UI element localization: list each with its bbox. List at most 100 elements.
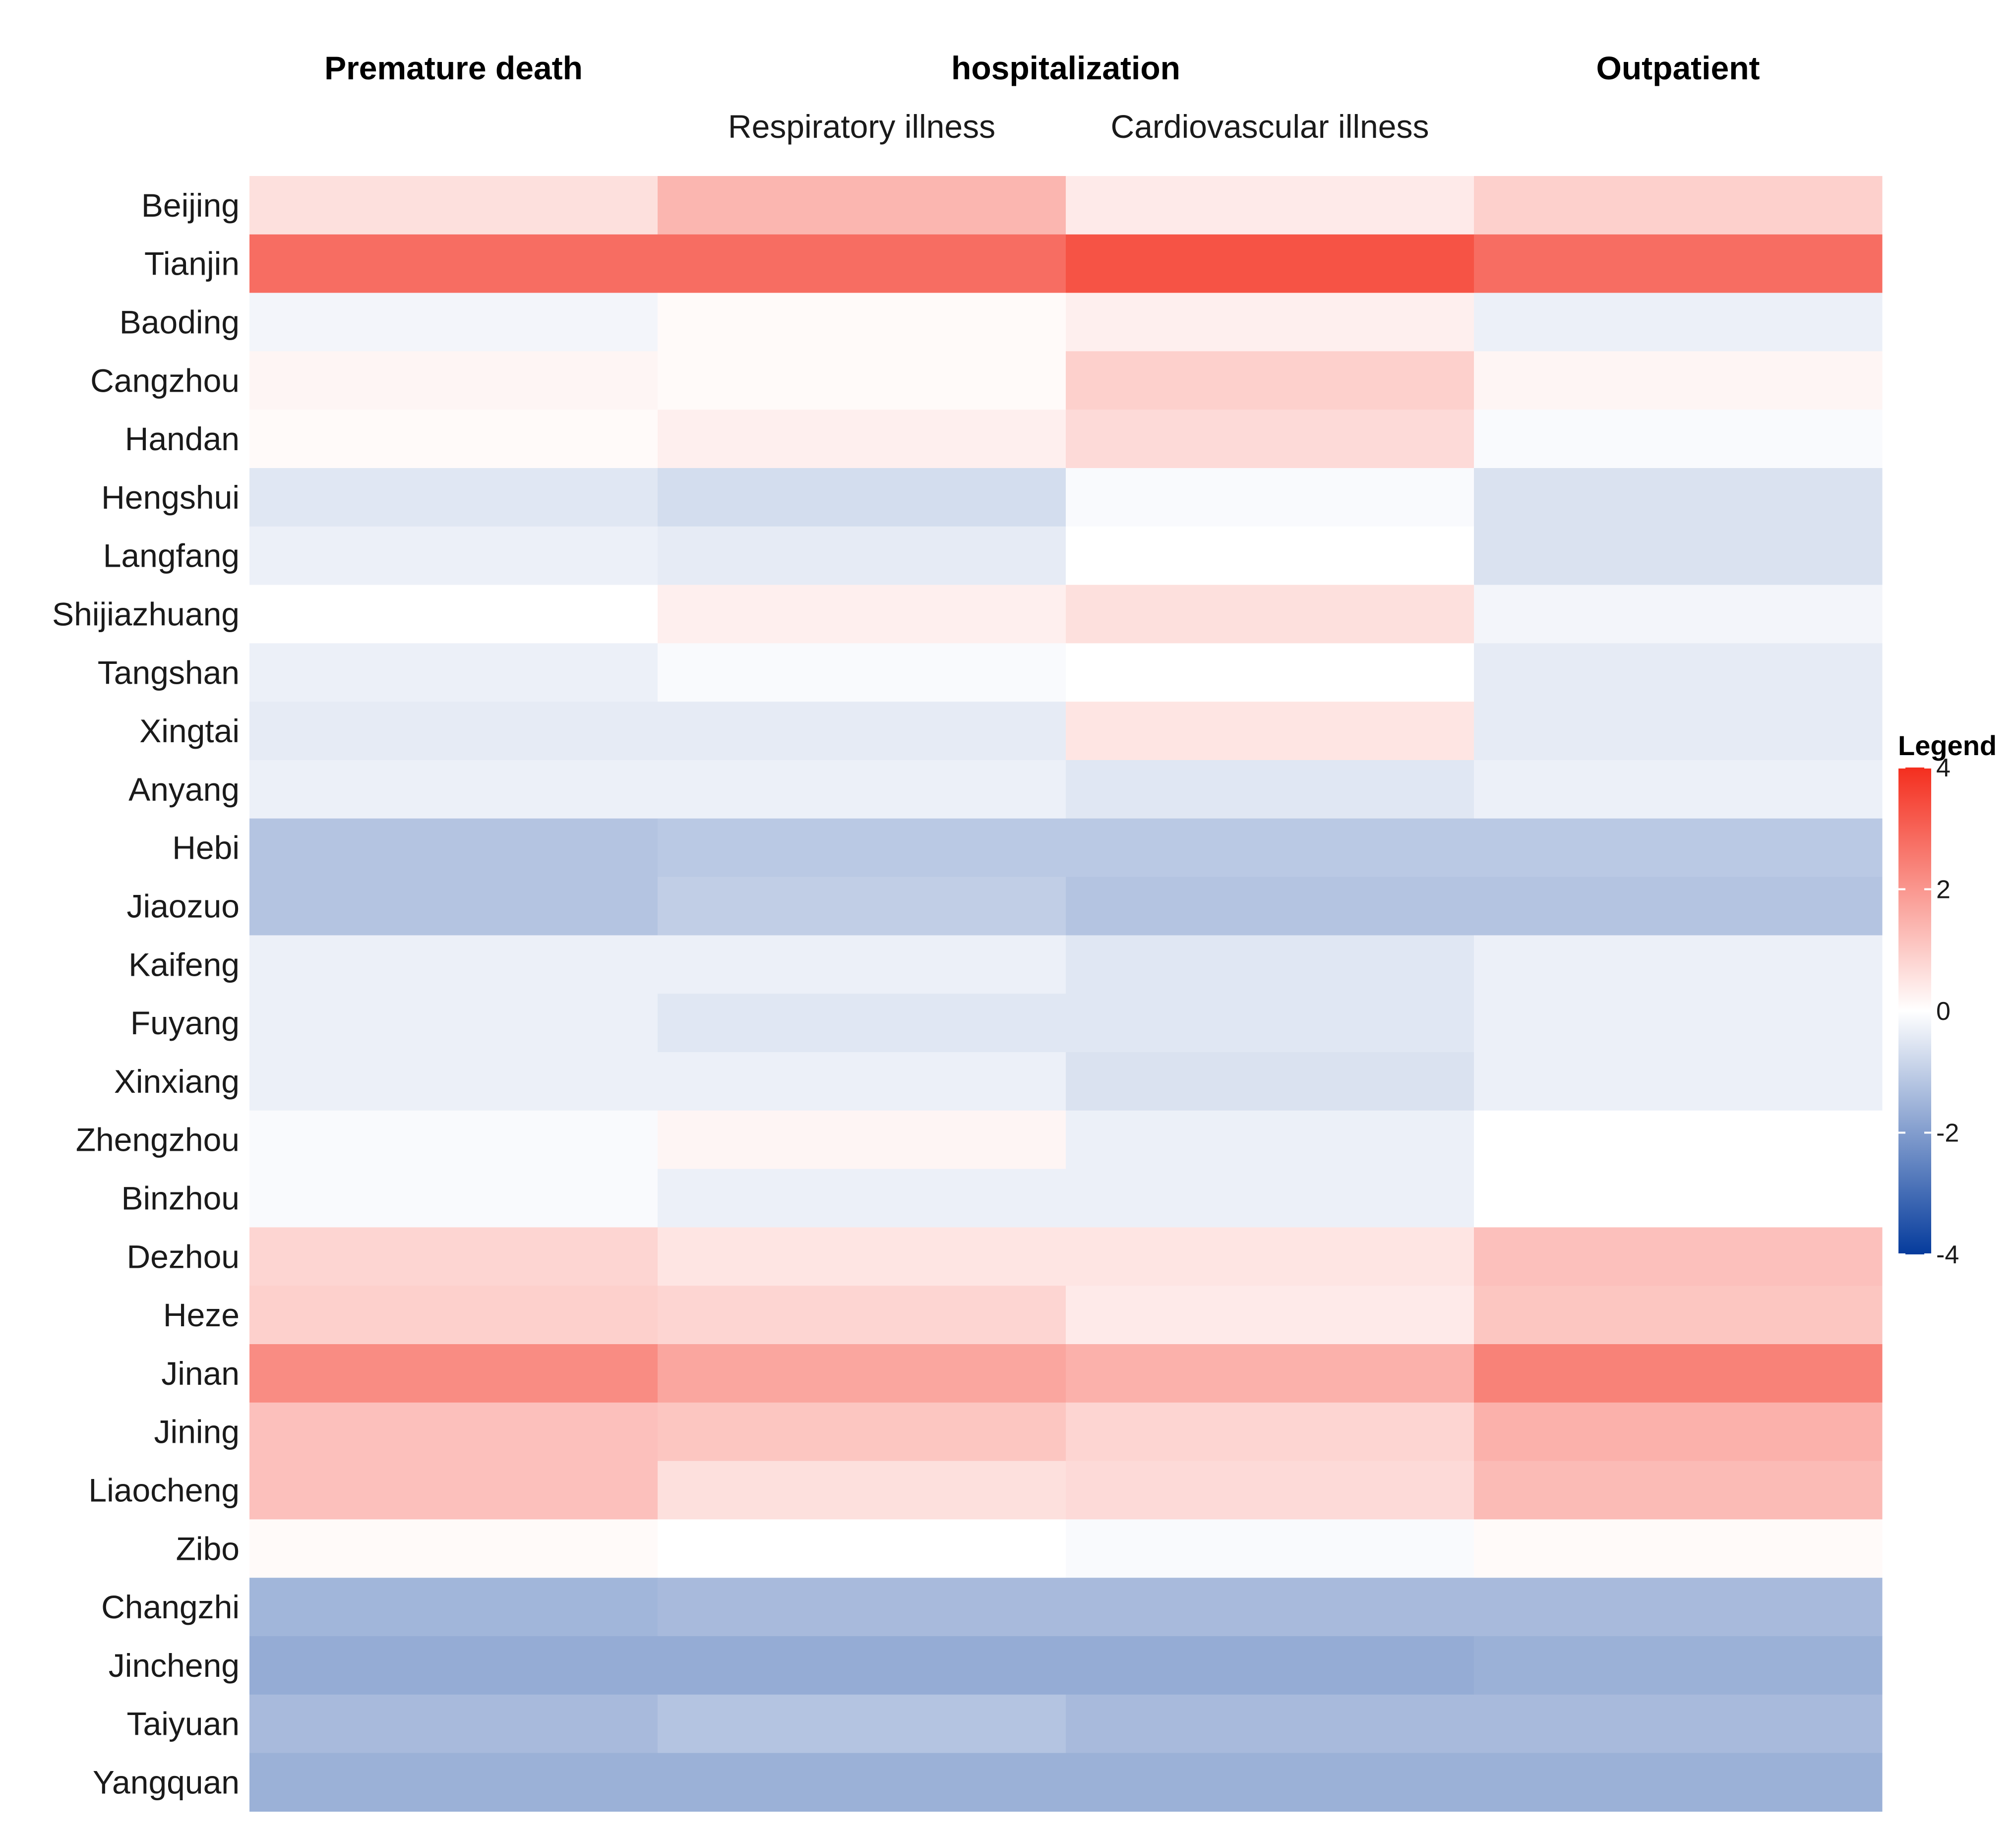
heatmap-cell-handan-1 (658, 410, 1066, 469)
row-label-hebi: Hebi (172, 829, 240, 866)
heatmap-cell-anyang-1 (658, 760, 1066, 819)
row-label-beijing: Beijing (141, 187, 240, 224)
heatmap-cell-liaocheng-2 (1066, 1461, 1474, 1520)
heatmap-cell-jincheng-3 (1474, 1636, 1883, 1695)
row-label-dezhou: Dezhou (127, 1238, 240, 1275)
heatmap-cell-heze-2 (1066, 1286, 1474, 1345)
heatmap-cell-shijiazhuang-2 (1066, 585, 1474, 644)
heatmap-cell-xinxiang-3 (1474, 1052, 1883, 1111)
heatmap-cell-kaifeng-2 (1066, 935, 1474, 994)
heatmap-cell-zhengzhou-3 (1474, 1110, 1883, 1170)
heatmap-cell-tianjin-3 (1474, 234, 1883, 294)
row-label-zhengzhou: Zhengzhou (76, 1122, 240, 1158)
heatmap-cell-taiyuan-3 (1474, 1694, 1883, 1754)
row-label-kaifeng: Kaifeng (128, 946, 240, 983)
heatmap-cell-handan-3 (1474, 410, 1883, 469)
heatmap-cell-jinan-3 (1474, 1344, 1883, 1403)
legend-tick-label-1: 2 (1936, 876, 1951, 904)
heatmap-cell-fuyang-0 (249, 994, 658, 1053)
column-group-title-0: Premature death (324, 50, 583, 86)
column-subheader-1: Respiratory illness (728, 108, 995, 145)
heatmap-cell-dezhou-2 (1066, 1227, 1474, 1286)
heatmap-cell-zhengzhou-0 (249, 1110, 658, 1170)
row-label-baoding: Baoding (120, 304, 240, 341)
heatmap-cell-beijing-2 (1066, 176, 1474, 235)
heatmap-cell-tianjin-2 (1066, 234, 1474, 294)
heatmap-cell-kaifeng-0 (249, 935, 658, 994)
heatmap-cell-jiaozuo-0 (249, 877, 658, 936)
heatmap-cell-cangzhou-2 (1066, 351, 1474, 410)
row-label-cangzhou: Cangzhou (90, 362, 240, 399)
heatmap-cell-yangquan-3 (1474, 1753, 1883, 1812)
row-label-langfang: Langfang (103, 537, 240, 574)
heatmap-cell-xingtai-0 (249, 702, 658, 761)
legend-tick-label-2: 0 (1936, 997, 1951, 1026)
heatmap-cell-zibo-0 (249, 1519, 658, 1578)
heatmap-cell-jinan-2 (1066, 1344, 1474, 1403)
heatmap-cell-dezhou-0 (249, 1227, 658, 1286)
heatmap-cell-zibo-1 (658, 1519, 1066, 1578)
heatmap-cell-cangzhou-0 (249, 351, 658, 410)
heatmap-cell-heze-0 (249, 1286, 658, 1345)
heatmap-cell-shijiazhuang-1 (658, 585, 1066, 644)
column-subheader-2: Cardiovascular illness (1111, 108, 1429, 145)
heatmap-cell-fuyang-2 (1066, 994, 1474, 1053)
row-label-jining: Jining (154, 1414, 240, 1450)
heatmap-cell-langfang-0 (249, 526, 658, 586)
heatmap-cell-zhengzhou-1 (658, 1110, 1066, 1170)
heatmap-cell-hebi-3 (1474, 818, 1883, 878)
heatmap-cell-kaifeng-1 (658, 935, 1066, 994)
heatmap-cell-jining-0 (249, 1402, 658, 1462)
heatmap-cell-tangshan-1 (658, 643, 1066, 702)
heatmap-cell-taiyuan-0 (249, 1694, 658, 1754)
heatmap-cell-xingtai-2 (1066, 702, 1474, 761)
heatmap-cell-changzhi-1 (658, 1578, 1066, 1637)
heatmap-cell-liaocheng-3 (1474, 1461, 1883, 1520)
heatmap-cell-xinxiang-0 (249, 1052, 658, 1111)
heatmap-cell-jincheng-1 (658, 1636, 1066, 1695)
row-label-tianjin: Tianjin (144, 245, 240, 282)
heatmap-cell-shijiazhuang-0 (249, 585, 658, 644)
row-labels: Beijing Tianjin Baoding Cangzhou Handan Hengs… (52, 187, 240, 1801)
heatmap-cell-dezhou-3 (1474, 1227, 1883, 1286)
heatmap-cell-yangquan-1 (658, 1753, 1066, 1812)
heatmap-cell-jinan-1 (658, 1344, 1066, 1403)
row-label-tangshan: Tangshan (98, 654, 240, 691)
heatmap-cell-fuyang-3 (1474, 994, 1883, 1053)
heatmap-cell-tangshan-3 (1474, 643, 1883, 702)
heatmap-cell-hebi-2 (1066, 818, 1474, 878)
heatmap-cell-binzhou-0 (249, 1169, 658, 1228)
heatmap-cell-langfang-3 (1474, 526, 1883, 586)
row-label-jinan: Jinan (161, 1355, 240, 1392)
heatmap-cell-handan-0 (249, 410, 658, 469)
heatmap-cell-hebi-1 (658, 818, 1066, 878)
heatmap-cell-taiyuan-2 (1066, 1694, 1474, 1754)
heatmap-cell-baoding-0 (249, 293, 658, 352)
heatmap-cell-tianjin-0 (249, 234, 658, 294)
heatmap-cell-jiaozuo-3 (1474, 877, 1883, 936)
heatmap-cell-baoding-1 (658, 293, 1066, 352)
heatmap-cell-fuyang-1 (658, 994, 1066, 1053)
heatmap-cell-hengshui-0 (249, 468, 658, 527)
heatmap-cell-beijing-3 (1474, 176, 1883, 235)
heatmap-cell-jining-1 (658, 1402, 1066, 1462)
row-label-jincheng: Jincheng (109, 1647, 240, 1684)
heatmap-cell-zibo-3 (1474, 1519, 1883, 1578)
heatmap-cell-tianjin-1 (658, 234, 1066, 294)
heatmap-cell-heze-3 (1474, 1286, 1883, 1345)
column-group-title-1: hospitalization (951, 50, 1180, 86)
heatmap-cell-jiaozuo-1 (658, 877, 1066, 936)
heatmap-cell-binzhou-1 (658, 1169, 1066, 1228)
heatmap-cell-cangzhou-1 (658, 351, 1066, 410)
row-label-zibo: Zibo (176, 1530, 240, 1567)
row-label-handan: Handan (125, 420, 240, 457)
heatmap-cell-anyang-2 (1066, 760, 1474, 819)
heatmap-cell-liaocheng-0 (249, 1461, 658, 1520)
column-headers: Premature death hospitalization Outpatient… (324, 50, 1760, 145)
heatmap-cell-zhengzhou-2 (1066, 1110, 1474, 1170)
heatmap-cell-dezhou-1 (658, 1227, 1066, 1286)
heatmap-cell-changzhi-3 (1474, 1578, 1883, 1637)
heatmap-cell-xingtai-3 (1474, 702, 1883, 761)
